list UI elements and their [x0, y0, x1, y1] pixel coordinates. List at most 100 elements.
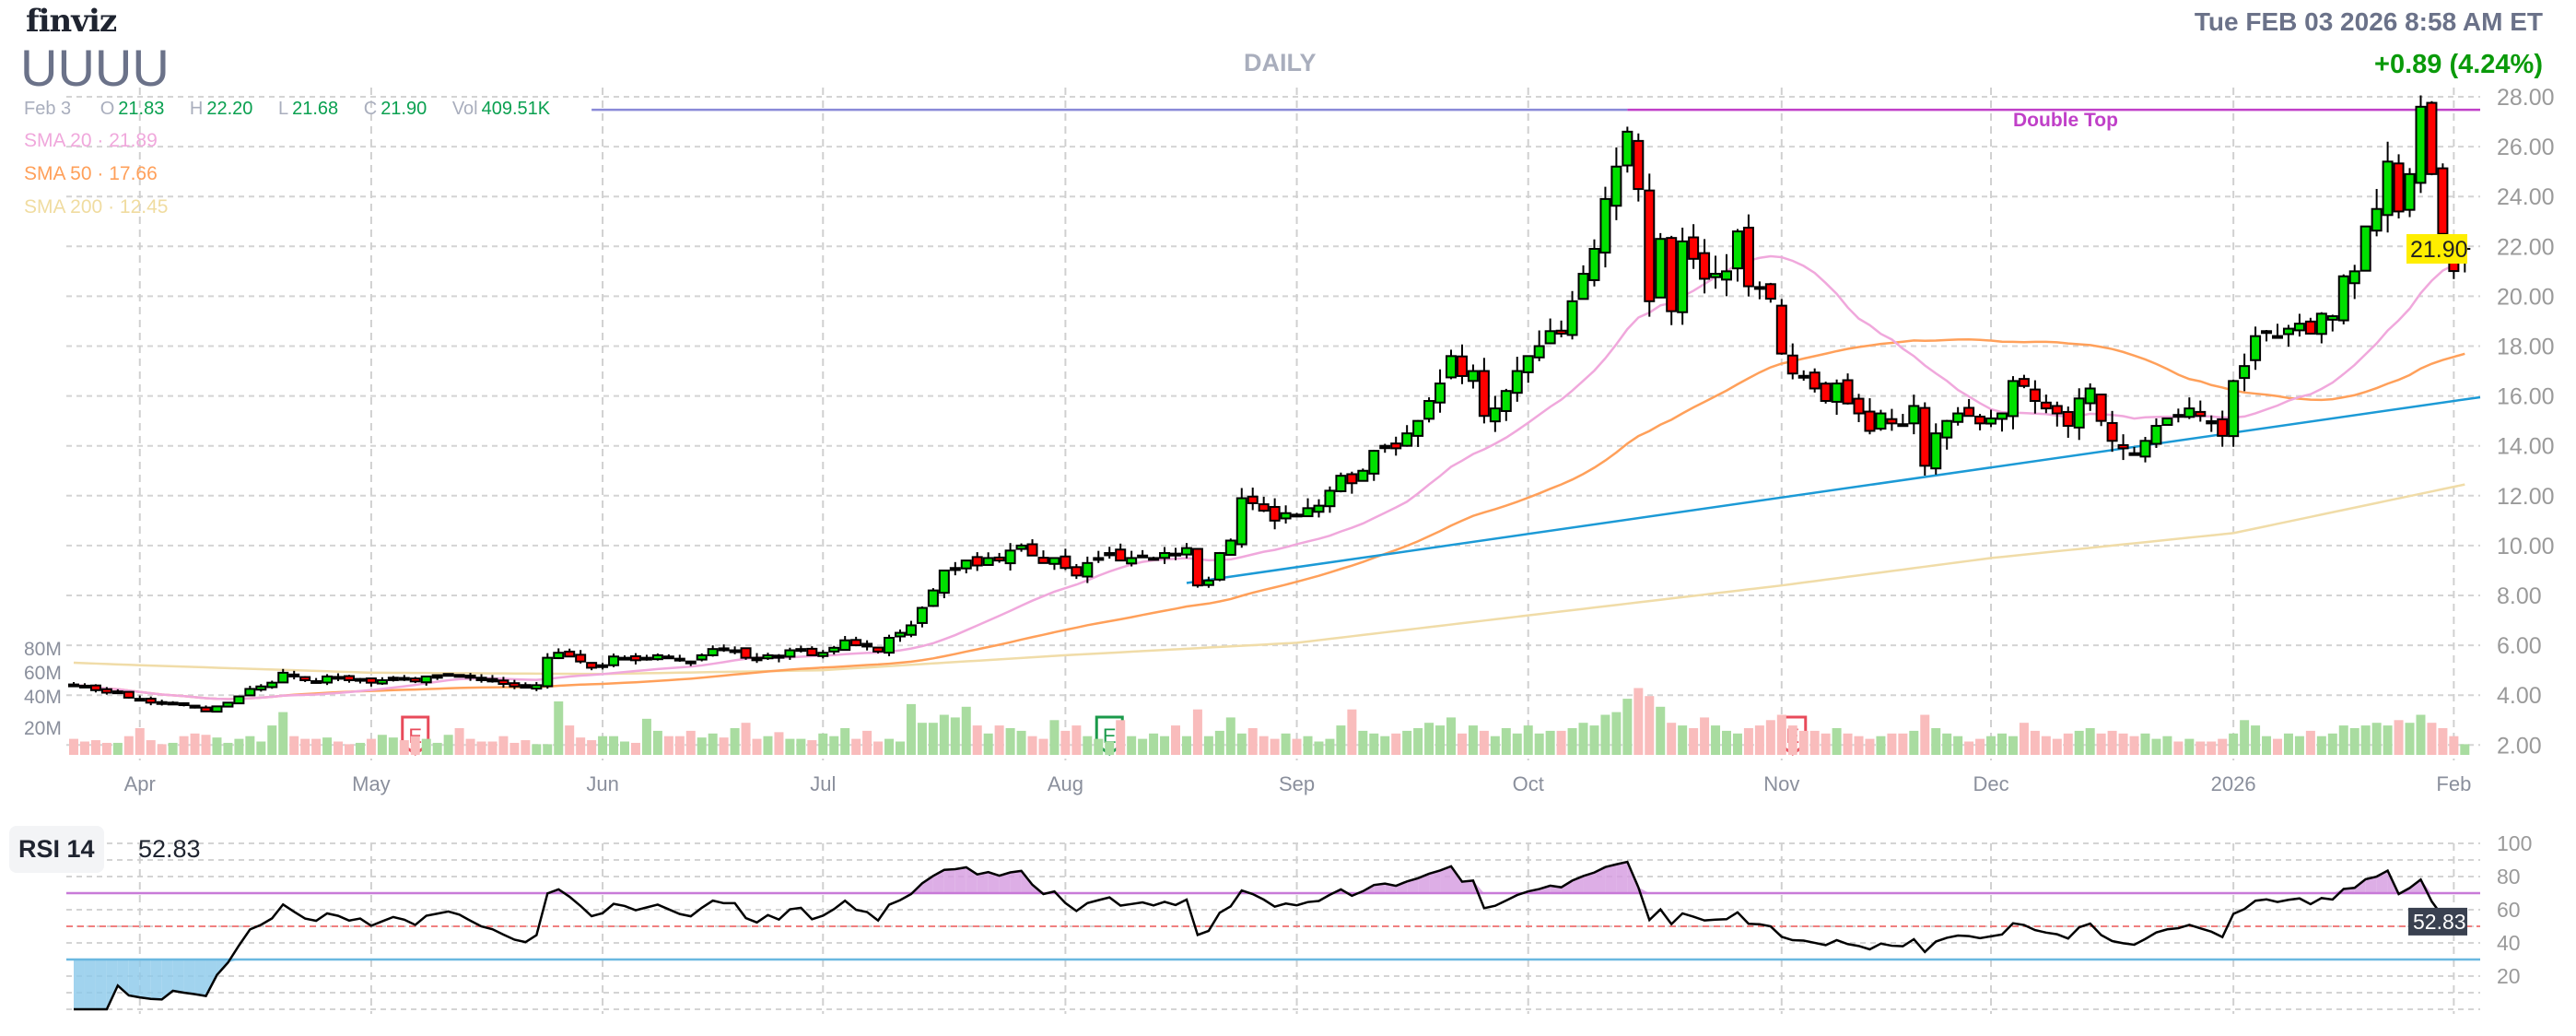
- price-tick-label: 28.00: [2497, 85, 2555, 111]
- candle: [1191, 547, 1203, 588]
- price-tick-label: 16.00: [2497, 384, 2555, 410]
- candle-body: [1467, 370, 1479, 383]
- candle-body: [2206, 419, 2218, 425]
- candle: [189, 704, 201, 709]
- rsi-oversold-fill: [194, 959, 206, 996]
- open-value: 21.83: [118, 99, 165, 119]
- volume-bar: [90, 740, 100, 755]
- volume-bar: [1060, 730, 1071, 755]
- candle-body: [266, 681, 278, 689]
- candle: [608, 653, 620, 667]
- candle-body: [2095, 394, 2107, 422]
- volume-bar: [388, 737, 398, 755]
- volume-bar: [1589, 725, 1599, 755]
- rsi-indicator-label[interactable]: RSI 14: [9, 826, 104, 873]
- candle: [409, 677, 421, 684]
- price-tick-label: 4.00: [2497, 683, 2542, 709]
- volume-bar: [1986, 736, 1996, 755]
- candle: [255, 684, 267, 692]
- volume-bar: [2019, 723, 2029, 755]
- volume-bar: [1479, 730, 1489, 755]
- sma200-legend[interactable]: SMA 200 · 12.45: [24, 196, 169, 218]
- candle-body: [344, 675, 355, 681]
- candle-body: [409, 677, 421, 683]
- candle: [542, 653, 554, 689]
- candle-body: [597, 664, 609, 668]
- candle-body: [1137, 554, 1149, 559]
- candle: [2348, 265, 2360, 300]
- candle: [2228, 379, 2240, 447]
- candle: [1666, 235, 1678, 325]
- candle-body: [1258, 503, 1270, 512]
- candle-body: [1555, 329, 1567, 335]
- rsi-overbought-fill: [1461, 880, 1473, 893]
- volume-bar: [498, 736, 509, 755]
- volume-bar: [609, 736, 619, 755]
- candle: [123, 690, 135, 699]
- candle-body: [2029, 388, 2041, 403]
- candle: [2272, 324, 2283, 339]
- x-tick-label: Nov: [1763, 772, 1799, 795]
- price-tick-label: 24.00: [2497, 184, 2555, 210]
- candle: [960, 559, 972, 574]
- finviz-logo[interactable]: finviz: [26, 3, 117, 40]
- candle-body: [1610, 165, 1622, 207]
- sma50-legend[interactable]: SMA 50 · 17.66: [24, 163, 158, 184]
- rsi-oversold-fill: [205, 959, 217, 996]
- volume-bar: [443, 735, 453, 755]
- volume-bar: [1754, 725, 1764, 755]
- candle: [2150, 418, 2162, 448]
- sma20-legend[interactable]: SMA 20 · 21.89: [24, 130, 158, 151]
- candle: [685, 660, 697, 666]
- volume-bar: [2008, 736, 2018, 755]
- x-tick-label: Aug: [1048, 772, 1083, 795]
- volume-bar: [2162, 736, 2172, 755]
- volume-bar: [1843, 733, 1853, 755]
- candle-body: [685, 660, 697, 665]
- candle-body: [498, 679, 509, 686]
- candle-body: [509, 682, 521, 688]
- volume-bar: [2305, 730, 2315, 755]
- candle: [651, 653, 663, 661]
- candle: [2282, 324, 2294, 347]
- candle: [1820, 382, 1832, 404]
- sma20-label: SMA 20: [24, 130, 92, 151]
- rsi-tick-label: 80: [2497, 865, 2521, 889]
- ohlc-date: Feb 3: [24, 99, 72, 119]
- volume-bar: [1435, 725, 1446, 755]
- sma20-line: [73, 254, 2465, 700]
- candle: [1456, 344, 1468, 384]
- candle: [1224, 538, 1236, 556]
- volume-bar: [1192, 709, 1202, 755]
- rsi-overbought-fill: [977, 872, 989, 893]
- candle-body: [2393, 162, 2405, 213]
- volume-bar: [1832, 728, 1842, 755]
- volume-bar: [2063, 733, 2073, 755]
- candle-body: [1544, 330, 1556, 345]
- volume-bar: [1325, 738, 1335, 755]
- candle-body: [850, 639, 862, 647]
- candle: [1544, 318, 1556, 345]
- candle: [145, 696, 157, 706]
- candle: [211, 705, 223, 713]
- candle-body: [1456, 355, 1468, 377]
- candle: [475, 674, 487, 683]
- candle: [78, 683, 90, 689]
- sma200-line: [73, 483, 2465, 676]
- candle-body: [916, 606, 928, 624]
- candle-body: [960, 559, 972, 570]
- volume-bar: [1953, 736, 1963, 755]
- candle-body: [2073, 397, 2085, 429]
- candle-body: [299, 676, 311, 681]
- candle: [2007, 376, 2019, 430]
- volume-bar: [685, 730, 696, 755]
- rsi-oversold-fill: [172, 959, 184, 993]
- volume-bar: [576, 737, 586, 755]
- volume-bar: [1711, 725, 1721, 755]
- volume-bar: [1402, 730, 1412, 755]
- volume-bar: [487, 741, 498, 755]
- candle: [696, 653, 708, 662]
- candle: [464, 673, 476, 681]
- candle: [111, 689, 123, 695]
